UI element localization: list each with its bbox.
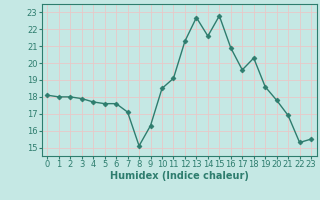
X-axis label: Humidex (Indice chaleur): Humidex (Indice chaleur) bbox=[110, 171, 249, 181]
